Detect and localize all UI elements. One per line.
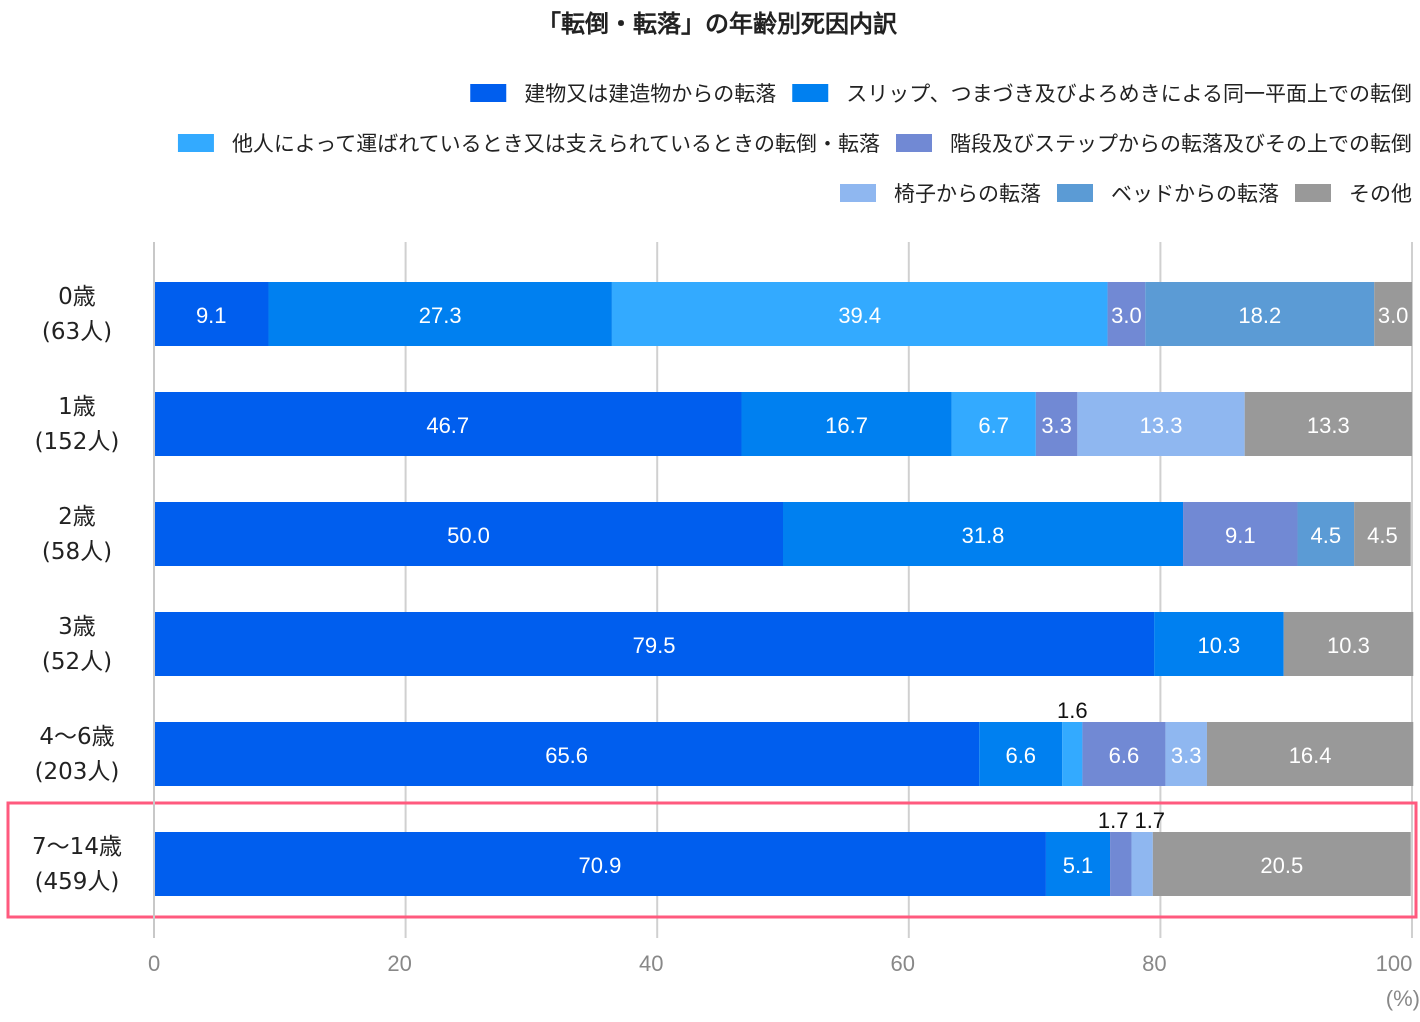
legend-swatch: [896, 134, 932, 152]
data-label: 3.0: [1378, 303, 1409, 328]
data-label: 27.3: [419, 303, 462, 328]
data-label: 4.5: [1311, 523, 1342, 548]
category-count: (459人): [35, 869, 120, 895]
category-label: 4〜6歳: [39, 724, 114, 750]
bar-segment: [268, 282, 612, 346]
data-label: 13.3: [1307, 413, 1350, 438]
data-label: 70.9: [579, 853, 622, 878]
data-label: 9.1: [196, 303, 227, 328]
bar-segment: [154, 722, 980, 786]
bar-segment: [1165, 722, 1207, 786]
data-label: 6.6: [1005, 743, 1036, 768]
bar-segment: [1107, 282, 1146, 346]
data-label: 6.7: [978, 413, 1009, 438]
bar-segment: [1131, 832, 1153, 896]
data-label: 65.6: [545, 743, 588, 768]
bar-segment: [154, 832, 1046, 896]
category-count: (152人): [35, 429, 120, 455]
category-label: 7〜14歳: [32, 834, 122, 860]
legend-swatch: [792, 84, 829, 102]
x-tick-label: 20: [387, 951, 411, 976]
x-tick-label: 60: [891, 951, 915, 976]
data-label: 79.5: [633, 633, 676, 658]
legend-swatch: [1295, 184, 1331, 202]
bar-segment: [1082, 722, 1166, 786]
data-label: 1.7: [1134, 808, 1165, 833]
legend-label: 階段及びステップからの転落及びその上での転倒: [950, 132, 1412, 156]
data-label: 31.8: [962, 523, 1005, 548]
bar-segment: [1035, 392, 1078, 456]
chart-title: 「転倒・転落」の年齢別死因内訳: [537, 10, 898, 38]
bar-segment: [611, 282, 1108, 346]
data-label: 1.7: [1098, 808, 1129, 833]
data-label: 50.0: [447, 523, 490, 548]
data-label: 20.5: [1260, 853, 1303, 878]
x-tick-label: 0: [148, 951, 160, 976]
highlight-box: [6, 801, 1418, 919]
bar-segment: [1110, 832, 1132, 896]
bar-segment: [1297, 502, 1355, 566]
bar-segment: [1244, 392, 1412, 456]
category-label: 0歳: [58, 284, 96, 310]
bar-segment: [741, 392, 952, 456]
bar-segment: [154, 612, 1155, 676]
category-label: 3歳: [58, 614, 96, 640]
bar-segment: [154, 282, 269, 346]
bar-segment: [1152, 832, 1411, 896]
bar-segment: [979, 722, 1063, 786]
bar-segment: [1283, 612, 1414, 676]
category-label: 2歳: [58, 504, 96, 530]
data-label: 3.3: [1171, 743, 1202, 768]
legend-label: ベッドからの転落: [1111, 182, 1279, 206]
bar-segment: [783, 502, 1184, 566]
x-tick-label: 80: [1142, 951, 1166, 976]
x-tick-label: 100: [1376, 951, 1413, 976]
bar-segment: [1154, 612, 1284, 676]
data-label: 4.5: [1367, 523, 1398, 548]
bar-segment: [951, 392, 1036, 456]
data-label: 16.7: [825, 413, 868, 438]
category-count: (52人): [42, 649, 112, 675]
x-axis-unit: (%): [1386, 986, 1420, 1011]
data-label: 5.1: [1063, 853, 1094, 878]
data-label: 3.3: [1041, 413, 1072, 438]
data-label: 3.0: [1111, 303, 1142, 328]
bar-segment: [154, 502, 783, 566]
bar-segment: [1206, 722, 1414, 786]
data-label: 10.3: [1327, 633, 1370, 658]
category-count: (58人): [42, 539, 112, 565]
bar-segment: [1354, 502, 1411, 566]
bar-segment: [1183, 502, 1298, 566]
bar-segment: [154, 392, 742, 456]
category-count: (63人): [42, 319, 112, 345]
category-count: (203人): [35, 759, 120, 785]
category-label: 1歳: [58, 394, 96, 420]
legend-swatch: [177, 134, 214, 152]
legend-label: その他: [1349, 182, 1412, 206]
legend-swatch: [840, 184, 876, 202]
legend-label: 他人によって運ばれているとき又は支えられているときの転倒・転落: [232, 132, 880, 156]
legend-label: 椅子からの転落: [894, 182, 1041, 206]
legend-label: スリップ、つまづき及びよろめきによる同一平面上での転倒: [846, 82, 1412, 106]
legend-label: 建物又は建造物からの転落: [524, 82, 776, 106]
bar-segment: [1045, 832, 1111, 896]
data-label: 9.1: [1225, 523, 1256, 548]
data-label: 39.4: [838, 303, 881, 328]
data-label: 10.3: [1197, 633, 1240, 658]
data-label: 13.3: [1140, 413, 1183, 438]
bar-segment: [1374, 282, 1412, 346]
data-label: 16.4: [1289, 743, 1332, 768]
legend-swatch: [470, 84, 507, 102]
bar-segment: [1145, 282, 1375, 346]
x-tick-label: 40: [639, 951, 663, 976]
bar-segment: [1077, 392, 1245, 456]
data-label: 6.6: [1109, 743, 1140, 768]
bar-segment: [1062, 722, 1083, 786]
data-label: 18.2: [1238, 303, 1281, 328]
data-label: 46.7: [426, 413, 469, 438]
data-label: 1.6: [1057, 698, 1088, 723]
legend-swatch: [1057, 184, 1093, 202]
